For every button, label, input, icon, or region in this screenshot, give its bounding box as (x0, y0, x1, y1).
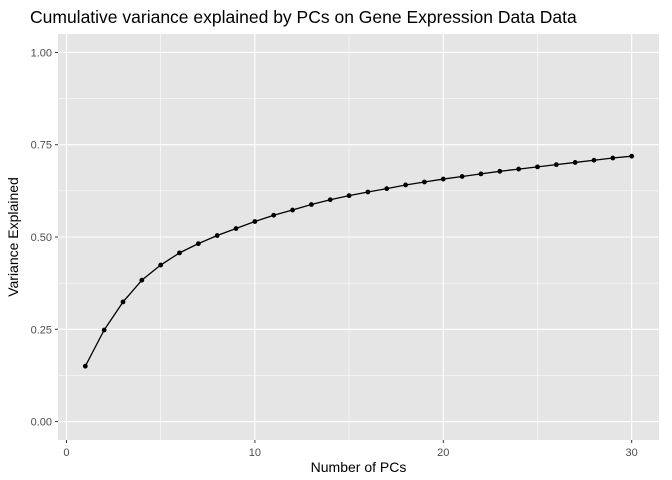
series-line (84, 155, 632, 367)
data-point (384, 186, 390, 192)
data-point (233, 226, 239, 231)
data-point (591, 157, 597, 163)
x-axis-label: Number of PCs (311, 459, 407, 475)
data-point (290, 207, 295, 213)
chart-title: Cumulative variance explained by PCs on … (30, 7, 577, 27)
data-point (214, 233, 220, 238)
x-tick-label: 30 (626, 447, 638, 459)
data-point (497, 168, 503, 174)
data-point (422, 179, 427, 185)
data-point (346, 193, 352, 199)
data-point (195, 241, 201, 247)
y-axis-label: Variance Explained (5, 177, 21, 297)
y-tick-label: 0.25 (31, 324, 52, 336)
y-tick-label: 0.75 (31, 140, 52, 152)
series-layer (82, 153, 635, 369)
data-point (82, 363, 88, 369)
x-tick-label: 20 (437, 447, 449, 459)
data-point (271, 212, 277, 218)
data-point (327, 197, 333, 203)
data-point (440, 176, 446, 182)
data-point (252, 219, 258, 224)
data-point (365, 189, 371, 195)
y-tick-label: 0.00 (31, 417, 52, 429)
data-point (516, 166, 522, 172)
data-point (459, 174, 465, 179)
x-axis: 0 10 20 30 (63, 440, 638, 459)
y-tick-label: 0.50 (31, 232, 52, 244)
data-point (610, 155, 616, 161)
data-point (120, 299, 126, 305)
data-point (572, 160, 578, 165)
data-point (101, 327, 107, 333)
data-point (553, 162, 559, 168)
data-point (177, 250, 182, 256)
major-gridlines (58, 34, 659, 440)
y-tick-label: 1.00 (31, 47, 52, 59)
x-tick-label: 0 (63, 447, 69, 459)
data-point (139, 277, 145, 283)
data-point (403, 182, 409, 188)
data-point (308, 202, 314, 207)
data-point (478, 171, 484, 177)
data-point (629, 153, 635, 159)
data-point (158, 262, 164, 268)
x-tick-label: 10 (249, 447, 261, 459)
data-point (535, 164, 540, 170)
y-axis: 0.00 0.25 0.50 0.75 1.00 (31, 47, 58, 429)
